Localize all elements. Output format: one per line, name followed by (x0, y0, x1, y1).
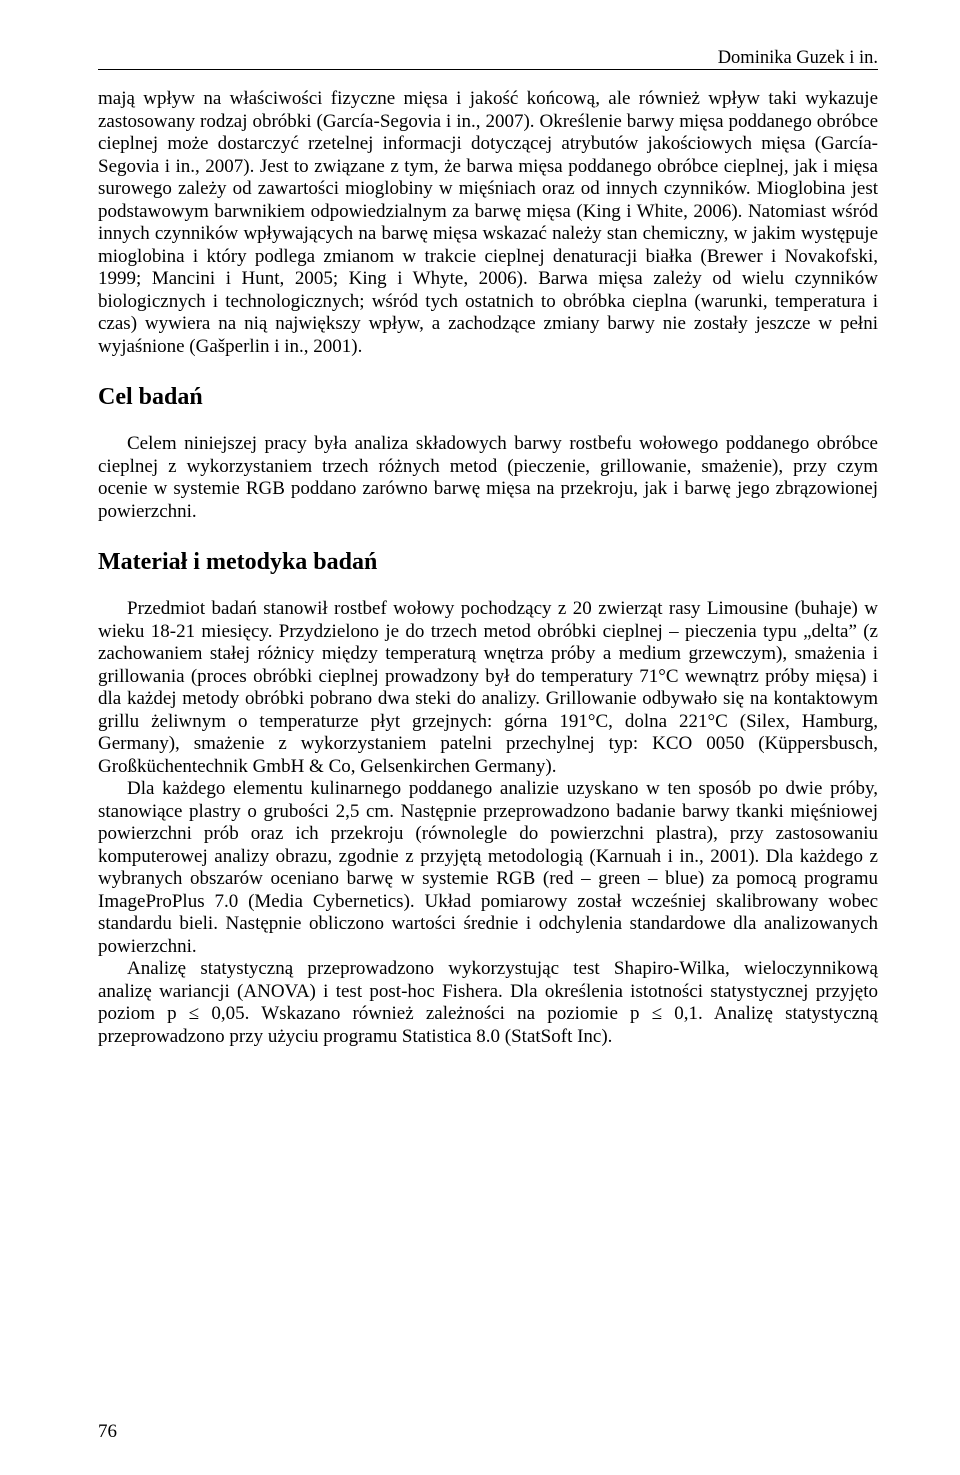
method-paragraph-3: Analizę statystyczną przeprowadzono wyko… (98, 958, 878, 1048)
heading-material-metodyka: Materiał i metodyka badań (98, 549, 878, 576)
page: Dominika Guzek i in. mają wpływ na właśc… (0, 0, 960, 1475)
cel-paragraph: Celem niniejszej pracy była analiza skła… (98, 433, 878, 523)
page-number: 76 (98, 1421, 117, 1443)
header-rule (98, 69, 878, 70)
heading-cel-badan: Cel badań (98, 384, 878, 411)
method-paragraph-1: Przedmiot badań stanowił rostbef wołowy … (98, 598, 878, 778)
method-paragraph-2: Dla każdego elementu kulinarnego poddane… (98, 778, 878, 958)
intro-paragraph: mają wpływ na właściwości fizyczne mięsa… (98, 88, 878, 358)
running-head-author: Dominika Guzek i in. (98, 48, 878, 68)
